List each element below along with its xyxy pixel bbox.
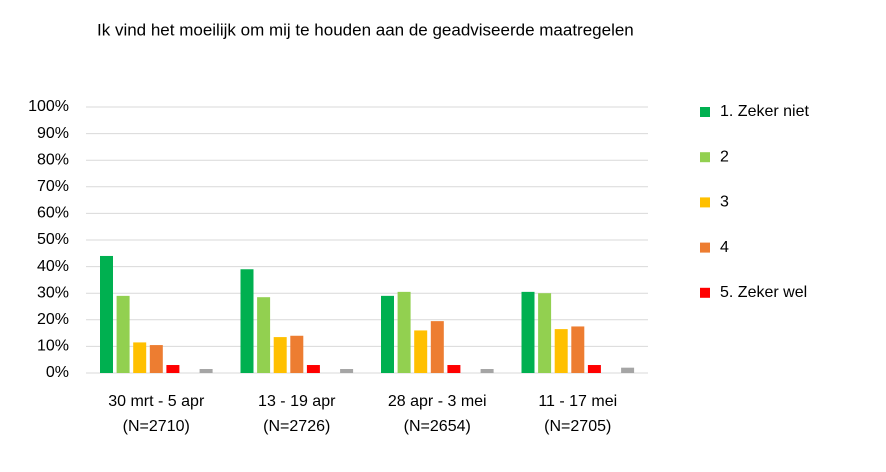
x-tick-label: 28 apr - 3 mei [388,393,487,410]
bar [133,342,147,373]
y-tick-label: 70% [37,178,69,195]
bar [480,369,494,373]
bar [414,330,428,373]
bar [447,365,461,373]
legend-swatch [700,197,710,208]
y-tick-label: 20% [37,311,69,328]
bar [538,293,552,373]
legend-swatch [700,287,710,298]
y-tick-label: 10% [37,338,69,355]
bar [381,295,394,373]
bar [571,326,585,373]
x-tick-label: 13 - 19 apr [258,393,336,410]
bar [273,337,287,373]
bar [430,321,444,373]
y-tick-label: 100% [28,98,69,115]
bar [290,335,304,373]
bar [521,291,535,373]
chart-title: Ik vind het moeilijk om mij te houden aa… [97,20,634,39]
bar [397,291,411,373]
y-tick-label: 50% [37,231,69,248]
bar [116,295,130,373]
y-tick-label: 90% [37,125,69,142]
bar [554,329,568,373]
legend-label: 2 [720,148,729,165]
y-tick-label: 30% [37,284,69,301]
legend-swatch [700,242,710,253]
x-tick-label: (N=2726) [263,418,330,435]
y-tick-label: 40% [37,258,69,275]
bar [306,365,320,373]
y-tick-label: 0% [46,364,69,381]
x-tick-label: 30 mrt - 5 apr [108,393,205,410]
bar [149,345,163,373]
legend-label: 4 [720,239,729,256]
legend-label: 1. Zeker niet [720,103,809,120]
bar [199,369,213,373]
x-tick-label: 11 - 17 mei [538,393,617,410]
x-tick-label: (N=2705) [544,418,611,435]
x-tick-label: (N=2654) [404,418,471,435]
y-tick-label: 80% [37,151,69,168]
bar [340,369,354,373]
bar [587,365,601,373]
bar [240,269,254,373]
bar [621,367,635,373]
bar [257,297,271,373]
legend-swatch [700,152,710,163]
legend-label: 3 [720,194,729,211]
bar [100,255,113,373]
legend-label: 5. Zeker wel [720,284,807,301]
y-tick-label: 60% [37,205,69,222]
bar [166,365,180,373]
legend-swatch [700,107,710,117]
x-tick-label: (N=2710) [123,418,190,435]
